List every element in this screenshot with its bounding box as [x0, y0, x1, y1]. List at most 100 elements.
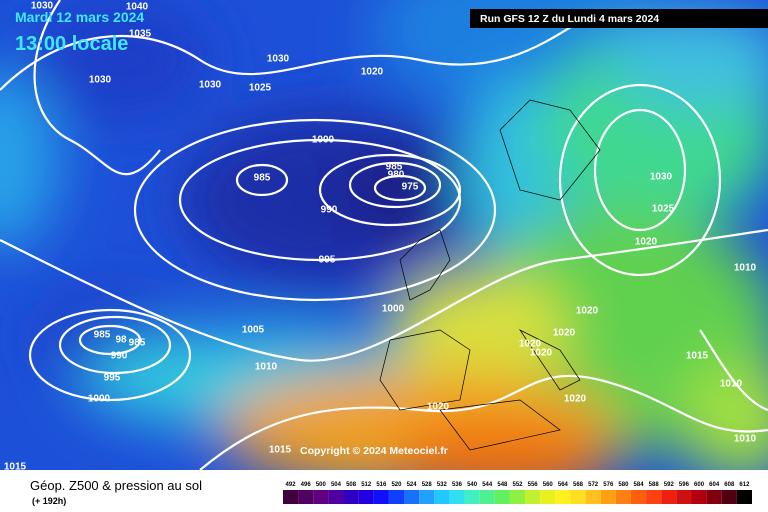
isobar-label: 1010	[734, 434, 757, 445]
scale-label: 520	[391, 482, 402, 488]
copyright: Copyright © 2024 Meteociel.fr	[300, 445, 448, 457]
footer-subtitle: (+ 192h)	[32, 496, 66, 506]
scale-swatch	[434, 490, 450, 504]
scale-swatch	[313, 490, 329, 504]
isobar-label: 1020	[427, 402, 450, 413]
isobar-label: 1020	[530, 348, 553, 359]
forecast-date: Mardi 12 mars 2024	[15, 9, 144, 25]
scale-swatch	[419, 490, 435, 504]
isobar-label: 1020	[553, 328, 576, 339]
scale-label: 552	[512, 482, 523, 488]
scale-label: 532	[437, 482, 448, 488]
isobar-label: 1020	[635, 237, 658, 248]
isobar-label: 1010	[734, 263, 757, 274]
scale-label: 536	[452, 482, 463, 488]
scale-swatch	[479, 490, 495, 504]
isobar-label: 1025	[652, 204, 675, 215]
scale-swatch	[600, 490, 616, 504]
scale-swatch	[555, 490, 571, 504]
scale-swatch	[646, 490, 662, 504]
scale-label: 516	[376, 482, 387, 488]
scale-label: 496	[301, 482, 312, 488]
scale-swatch	[630, 490, 647, 504]
isobar-label: 1035	[129, 29, 152, 40]
scale-swatch	[328, 490, 344, 504]
isobar-label: 1010	[255, 362, 278, 373]
scale-swatch	[525, 490, 541, 504]
isobar-label: 1030	[89, 75, 112, 86]
isobar-label: 1015	[686, 351, 709, 362]
scale-swatch	[721, 490, 737, 504]
isobar-label: 985	[129, 338, 146, 349]
scale-label: 544	[482, 482, 493, 488]
isobar-label: 985	[254, 173, 271, 184]
scale-label: 524	[407, 482, 418, 488]
isobar-label: 1015	[269, 445, 292, 456]
scale-label: 500	[316, 482, 327, 488]
scale-label: 548	[497, 482, 508, 488]
scale-label: 492	[286, 482, 297, 488]
isobar-label: 1005	[242, 325, 265, 336]
footer-title: Géop. Z500 & pression au sol	[30, 478, 202, 493]
run-box	[470, 9, 768, 28]
scale-swatch	[570, 490, 586, 504]
scale-label: 588	[649, 482, 660, 488]
scale-label: 560	[543, 482, 554, 488]
scale-swatch	[388, 490, 405, 504]
scale-swatch	[283, 490, 299, 504]
scale-label: 576	[603, 482, 614, 488]
isobar-label: 990	[111, 351, 128, 362]
scale-label: 512	[361, 482, 372, 488]
scale-label: 572	[588, 482, 599, 488]
scale-swatch	[676, 490, 692, 504]
isobar-label: 985	[386, 162, 403, 173]
scale-swatch	[404, 490, 420, 504]
scale-label: 604	[709, 482, 720, 488]
isobar-label: 1000	[382, 304, 405, 315]
isobar-label: 1010	[720, 379, 743, 390]
scale-swatch	[661, 490, 677, 504]
pressure-field	[0, 0, 768, 470]
scale-label: 556	[528, 482, 539, 488]
scale-label: 508	[346, 482, 357, 488]
isobar-label: 1000	[88, 394, 111, 405]
scale-swatch	[343, 490, 359, 504]
scale-swatch	[540, 490, 556, 504]
isobar-label: 1020	[519, 339, 542, 350]
isobar-label: 98	[115, 335, 127, 346]
isobars	[0, 0, 768, 470]
isobar-label: 1000	[312, 135, 335, 146]
isobar-label: 1040	[126, 2, 149, 13]
scale-swatch	[298, 490, 314, 504]
isobar-label: 1015	[4, 462, 27, 473]
scale-swatch	[615, 490, 631, 504]
scale-swatch	[691, 490, 707, 504]
isobar-label: 975	[402, 182, 419, 193]
isobar-label: 995	[104, 373, 121, 384]
color-scale: 492 496 500 504 508 512 516 520 524 528 532 536 540 5…	[283, 482, 752, 504]
isobar-label: 1020	[564, 394, 587, 405]
scale-label: 580	[618, 482, 629, 488]
isobar-label: 985	[94, 330, 111, 341]
scale-label: 600	[694, 482, 705, 488]
run-info: Run GFS 12 Z du Lundi 4 mars 2024	[480, 13, 659, 25]
scale-label: 568	[573, 482, 584, 488]
isobar-label: 1030	[31, 1, 54, 12]
scale-label: 592	[664, 482, 675, 488]
scale-swatch	[509, 490, 526, 504]
scale-label: 608	[724, 482, 735, 488]
scale-label: 564	[558, 482, 569, 488]
isobar-label: 1025	[249, 83, 272, 94]
scale-swatch	[373, 490, 389, 504]
scale-label: 612	[739, 482, 750, 488]
scale-label: 528	[422, 482, 433, 488]
scale-swatch	[449, 490, 465, 504]
scale-swatch	[464, 490, 480, 504]
isobar-label: 980	[388, 170, 405, 181]
forecast-time: 13:00 locale	[15, 33, 128, 55]
scale-label: 504	[331, 482, 342, 488]
scale-swatch	[585, 490, 601, 504]
scale-label: 584	[634, 482, 645, 488]
